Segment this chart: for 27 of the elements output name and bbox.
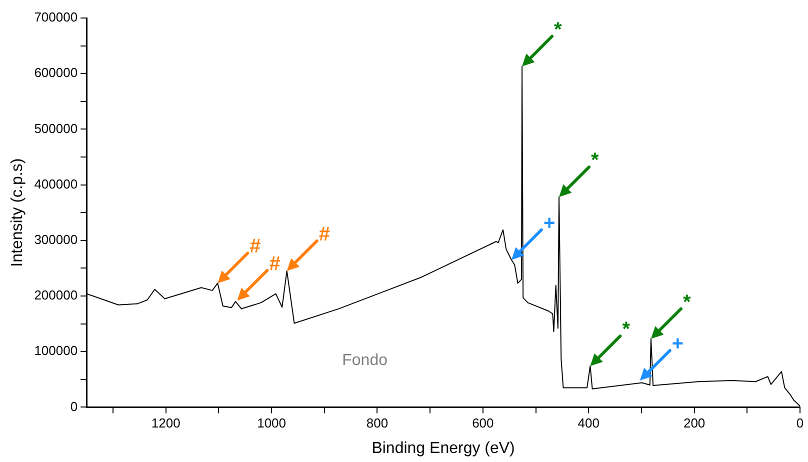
x-tick-label: 200: [683, 416, 706, 431]
x-tick-label: 1200: [151, 416, 180, 431]
x-axis-title: Binding Energy (eV): [372, 440, 515, 457]
y-axis-title: Intensity (c.p.s): [9, 158, 26, 267]
annotation: *: [682, 291, 691, 314]
annotation: Fondo: [342, 352, 388, 369]
annotation: *: [554, 18, 562, 41]
y-tick-label: 400000: [34, 176, 78, 192]
annotation: #: [318, 223, 330, 246]
y-tick-label: 100000: [34, 343, 78, 358]
annotation: *: [622, 318, 630, 341]
annotation: #: [250, 236, 261, 258]
x-tick-label: 0: [796, 416, 804, 431]
y-tick-label: 600000: [34, 65, 78, 80]
x-tick-label: 800: [366, 416, 388, 431]
y-tick-label: 500000: [34, 120, 78, 136]
annotation: *: [591, 150, 600, 172]
x-tick-label: 1000: [257, 416, 286, 431]
x-tick-label: 400: [578, 416, 600, 431]
annotation: +: [543, 212, 556, 234]
y-tick-label: 700000: [34, 10, 78, 25]
annotation: +: [672, 333, 684, 356]
x-tick-label: 600: [472, 416, 494, 431]
annotation: #: [269, 252, 280, 275]
y-tick-label: 0: [70, 398, 78, 414]
y-tick-label: 200000: [34, 288, 78, 303]
y-tick-label: 300000: [34, 232, 78, 247]
